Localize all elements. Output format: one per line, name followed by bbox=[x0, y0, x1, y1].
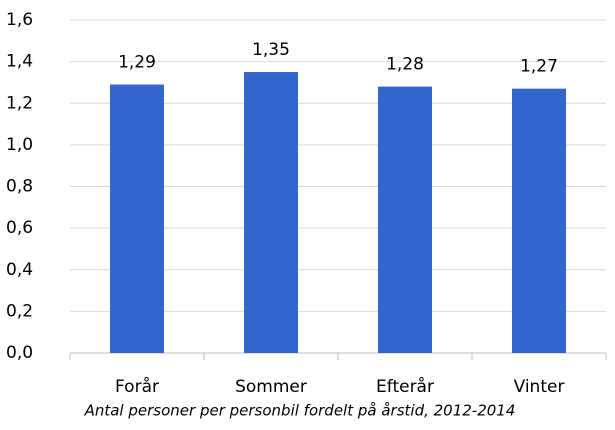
y-tick-label: 0,0 bbox=[6, 343, 33, 363]
bar bbox=[512, 88, 566, 354]
x-tick-label: Vinter bbox=[514, 377, 565, 397]
y-tick-label: 0,4 bbox=[6, 260, 33, 280]
y-tick-label: 0,8 bbox=[6, 177, 33, 197]
data-label: 1,35 bbox=[252, 40, 290, 60]
y-tick-label: 0,6 bbox=[6, 218, 33, 238]
data-label: 1,27 bbox=[520, 57, 558, 77]
y-tick-label: 1,6 bbox=[6, 10, 33, 30]
bar bbox=[110, 84, 164, 354]
y-tick-label: 0,2 bbox=[6, 301, 33, 321]
y-tick-label: 1,2 bbox=[6, 93, 33, 113]
x-tick-label: Efterår bbox=[376, 376, 434, 397]
bar bbox=[378, 86, 432, 353]
y-tick-label: 1,4 bbox=[6, 52, 33, 72]
chart-title: Antal personer per personbil fordelt på … bbox=[84, 402, 516, 420]
x-tick-label: Forår bbox=[115, 376, 159, 397]
bar bbox=[244, 72, 298, 353]
data-label: 1,28 bbox=[386, 55, 424, 75]
x-tick-label: Sommer bbox=[235, 377, 307, 397]
data-label: 1,29 bbox=[118, 53, 156, 73]
y-tick-label: 1,0 bbox=[6, 135, 33, 155]
